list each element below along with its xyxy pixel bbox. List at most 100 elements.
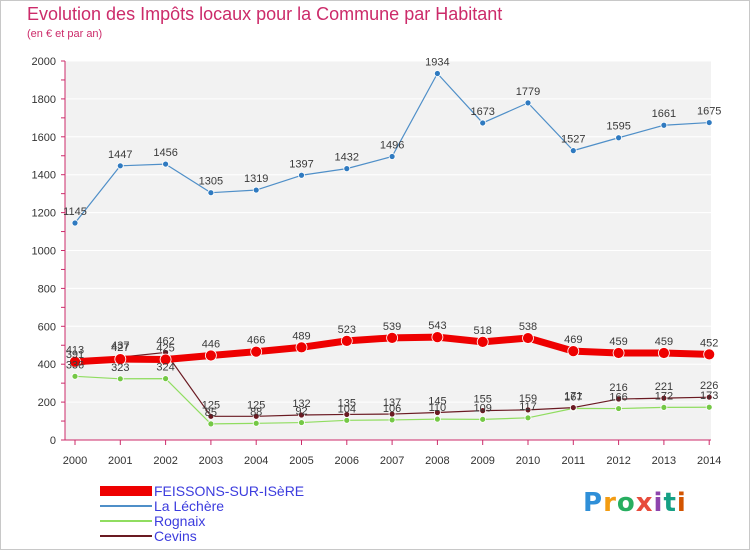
- x-tick-label: 2005: [289, 455, 313, 467]
- x-tick-label: 2011: [561, 455, 585, 467]
- data-point: [615, 134, 622, 142]
- data-label: 462: [156, 335, 174, 347]
- y-tick-label: 600: [38, 321, 56, 333]
- y-tick-label: 1000: [32, 246, 56, 258]
- logo-letter: o: [616, 488, 636, 518]
- data-label: 159: [519, 393, 537, 405]
- data-point: [162, 375, 170, 383]
- data-label: 543: [428, 320, 446, 332]
- logo-letter: P: [583, 488, 604, 518]
- data-point: [116, 162, 124, 170]
- data-point: [615, 405, 622, 412]
- data-label: 1527: [561, 134, 585, 146]
- data-point: [567, 345, 580, 358]
- y-tick-label: 1800: [32, 94, 56, 106]
- data-point: [298, 419, 305, 426]
- data-label: 452: [700, 337, 718, 349]
- data-label: 1432: [335, 152, 359, 164]
- data-point: [433, 409, 441, 416]
- chart-title: Evolution des Impôts locaux pour la Comm…: [27, 4, 503, 24]
- legend-swatch: [100, 486, 152, 496]
- data-label: 466: [247, 335, 265, 347]
- x-tick-label: 2009: [470, 455, 494, 467]
- data-point: [252, 419, 260, 427]
- y-tick-label: 1400: [32, 170, 56, 182]
- data-label: 221: [655, 381, 673, 393]
- data-label: 172: [655, 390, 673, 402]
- data-label: 437: [111, 340, 129, 352]
- x-tick-label: 2010: [516, 455, 540, 467]
- data-label: 1447: [108, 149, 132, 161]
- data-point: [388, 410, 396, 418]
- data-point: [252, 412, 260, 420]
- x-tick-label: 2013: [652, 455, 676, 467]
- data-label: 469: [564, 334, 582, 346]
- data-label: 1779: [516, 86, 540, 98]
- logo-letter: r: [603, 488, 617, 518]
- data-point: [524, 99, 532, 107]
- data-point: [705, 393, 713, 401]
- data-point: [114, 353, 127, 365]
- data-label: 523: [338, 324, 356, 336]
- logo-letter: x: [635, 488, 654, 518]
- data-point: [388, 153, 396, 160]
- data-label: 155: [474, 394, 492, 406]
- data-point: [204, 349, 217, 362]
- legend-swatch: [100, 535, 152, 537]
- y-tick-label: 800: [38, 283, 56, 295]
- data-point: [660, 394, 668, 402]
- x-tick-label: 2003: [199, 455, 223, 467]
- logo-letter: t: [663, 488, 677, 518]
- data-label: 518: [474, 325, 492, 337]
- data-point: [207, 412, 215, 420]
- y-tick-label: 1200: [32, 208, 56, 220]
- data-point: [479, 407, 487, 415]
- data-label: 1456: [153, 147, 177, 159]
- data-label: 489: [292, 330, 310, 342]
- data-label: 1673: [470, 106, 494, 118]
- data-label: 104: [338, 403, 356, 415]
- y-tick-label: 400: [38, 359, 56, 371]
- data-point: [660, 404, 668, 411]
- x-tick-label: 2004: [244, 455, 268, 467]
- data-point: [569, 147, 577, 155]
- data-label: 135: [338, 397, 356, 409]
- data-point: [298, 411, 305, 419]
- data-label: 336: [66, 359, 84, 371]
- x-tick-label: 2000: [63, 455, 87, 467]
- legend-swatch: [100, 505, 152, 507]
- data-point: [522, 332, 534, 344]
- data-point: [159, 353, 172, 366]
- logo-letter: i: [653, 488, 664, 518]
- data-point: [250, 345, 263, 358]
- data-point: [207, 189, 215, 197]
- data-label: 137: [383, 397, 401, 409]
- data-label: 427: [111, 342, 129, 354]
- data-label: 109: [474, 402, 492, 414]
- data-point: [524, 414, 532, 422]
- data-point: [524, 406, 532, 414]
- y-tick-label: 200: [38, 397, 56, 409]
- x-tick-label: 2007: [380, 455, 404, 467]
- data-point: [295, 341, 308, 354]
- data-label: 117: [519, 401, 537, 413]
- data-point: [386, 331, 399, 344]
- legend-label: FEISSONS-SUR-ISèRE: [154, 483, 305, 499]
- data-point: [71, 219, 79, 227]
- data-point: [340, 334, 353, 347]
- data-label: 1319: [244, 173, 268, 185]
- legend-label: Cevins: [154, 528, 197, 544]
- data-point: [569, 404, 577, 411]
- data-label: 459: [655, 336, 673, 348]
- data-point: [116, 375, 124, 383]
- legend-swatch: [100, 520, 152, 522]
- data-label: 323: [111, 362, 129, 374]
- data-label: 226: [700, 380, 718, 392]
- data-label: 88: [250, 406, 262, 418]
- data-point: [479, 415, 487, 423]
- y-tick-label: 1600: [32, 132, 56, 144]
- data-label: 145: [428, 396, 446, 408]
- data-point: [343, 165, 351, 173]
- logo-letter: i: [676, 488, 687, 518]
